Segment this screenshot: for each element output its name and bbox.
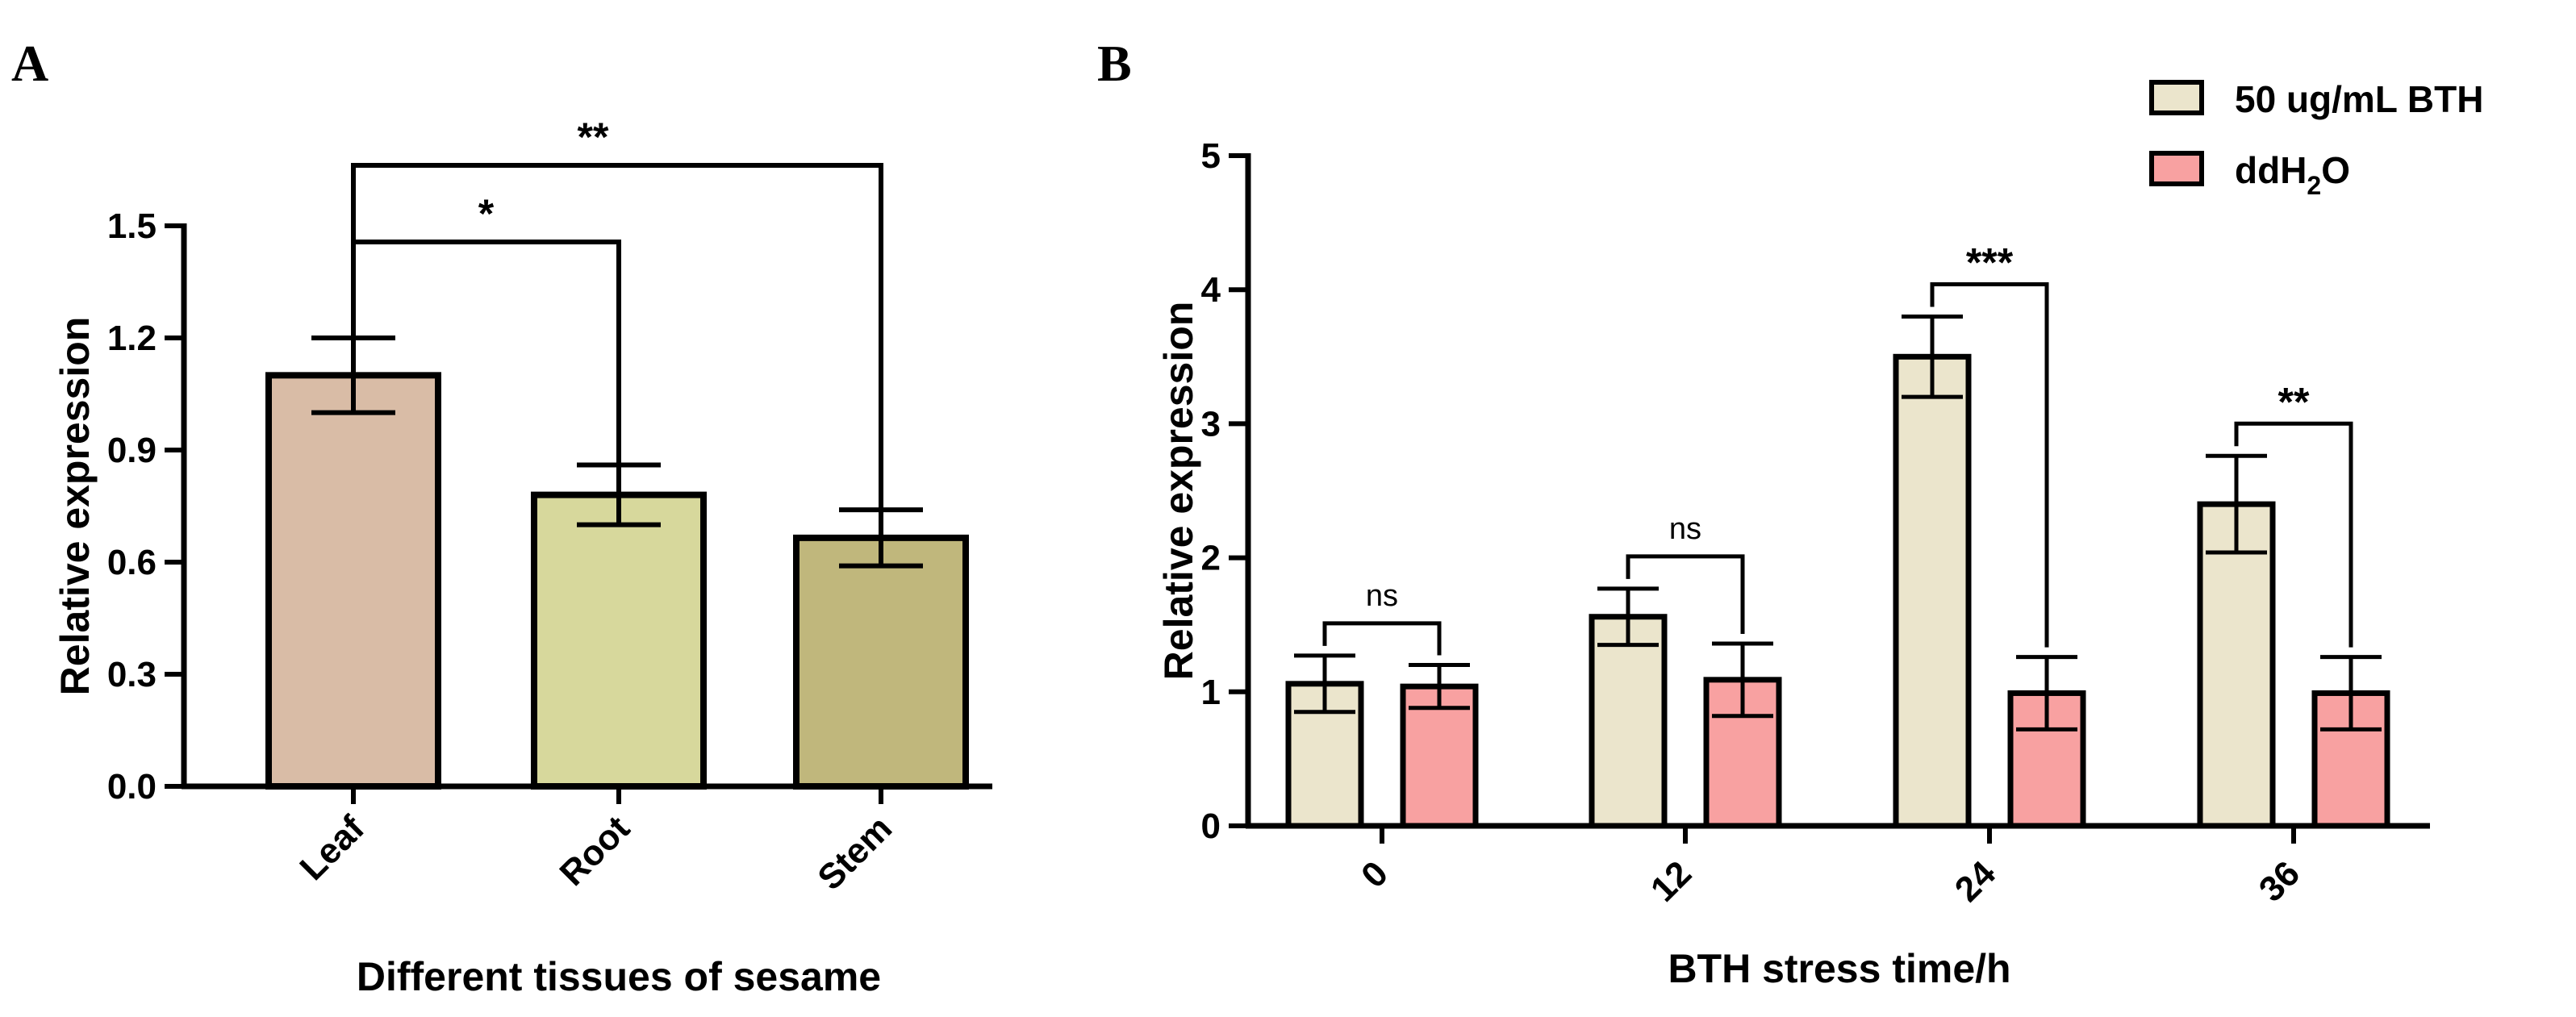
panel-label-a: A bbox=[11, 35, 48, 92]
significance-bracket-b bbox=[2234, 421, 2353, 648]
x-axis-title-b: BTH stress time/h bbox=[1668, 946, 2010, 991]
significance-bracket-b bbox=[1322, 621, 1442, 656]
bar-a-stem bbox=[793, 534, 969, 790]
y-axis-title-b: Relative expression bbox=[1156, 302, 1201, 681]
significance-bracket-b bbox=[1930, 281, 2049, 648]
significance-label-b: ns bbox=[1366, 579, 1398, 613]
y-tick-label-a: 0.6 bbox=[107, 543, 157, 582]
bar-b-bth-12 bbox=[1589, 614, 1668, 829]
significance-bracket-b bbox=[1626, 554, 1745, 634]
bar-b-bth-36 bbox=[2197, 501, 2276, 829]
y-tick-label-b: 2 bbox=[1201, 539, 1221, 578]
x-axis-title-a: Different tissues of sesame bbox=[357, 954, 881, 999]
legend-swatch-bth bbox=[2149, 80, 2204, 115]
significance-label-a: ** bbox=[578, 115, 609, 160]
x-tick-label-b-36: 36 bbox=[2252, 853, 2307, 909]
y-tick-label-b: 0 bbox=[1201, 807, 1221, 846]
x-tick-label-b-24: 24 bbox=[1948, 853, 2004, 910]
y-tick-label-a: 0.3 bbox=[107, 655, 157, 694]
x-tick-label-b-12: 12 bbox=[1643, 853, 1699, 909]
y-tick-label-a: 0.0 bbox=[107, 767, 157, 807]
bar-a-root bbox=[531, 491, 707, 790]
x-tick-label-a-root: Root bbox=[553, 808, 638, 894]
x-tick-label-a-leaf: Leaf bbox=[292, 808, 372, 888]
legend-label-bth: 50 ug/mL BTH bbox=[2235, 78, 2483, 120]
error-bar-b-ddh2o-24 bbox=[2016, 655, 2077, 731]
y-tick-label-b: 5 bbox=[1201, 136, 1221, 176]
panel-label-b: B bbox=[1097, 35, 1132, 92]
error-bar-b-ddh2o-0 bbox=[1409, 663, 1470, 711]
y-tick-label-a: 0.9 bbox=[107, 431, 157, 470]
error-bar-b-bth-24 bbox=[1902, 314, 1963, 399]
significance-label-b: *** bbox=[1966, 240, 2014, 285]
error-bar-b-ddh2o-36 bbox=[2320, 655, 2382, 731]
error-bar-b-ddh2o-12 bbox=[1712, 641, 1773, 719]
legend-swatch-ddh2o bbox=[2149, 151, 2204, 186]
error-bar-b-bth-12 bbox=[1597, 586, 1659, 648]
y-tick-label-b: 3 bbox=[1201, 404, 1221, 444]
significance-label-a: * bbox=[478, 191, 495, 236]
bar-a-leaf bbox=[265, 372, 441, 790]
x-tick-label-b-0: 0 bbox=[1354, 853, 1396, 895]
y-tick-label-a: 1.5 bbox=[107, 206, 157, 246]
significance-bracket-a bbox=[351, 163, 883, 511]
error-bar-b-bth-0 bbox=[1294, 653, 1355, 715]
y-axis-title-a: Relative expression bbox=[52, 317, 98, 696]
error-bar-b-bth-36 bbox=[2206, 453, 2267, 555]
y-tick-label-b: 1 bbox=[1201, 673, 1221, 712]
x-tick-label-a-stem: Stem bbox=[810, 808, 900, 898]
significance-label-b: ns bbox=[1669, 512, 1701, 546]
legend-label-ddh2o: ddH2O bbox=[2235, 149, 2350, 200]
y-tick-label-b: 4 bbox=[1201, 270, 1221, 310]
y-tick-label-a: 1.2 bbox=[107, 319, 157, 358]
significance-label-b: ** bbox=[2278, 379, 2310, 424]
bar-b-bth-24 bbox=[1893, 353, 1972, 829]
